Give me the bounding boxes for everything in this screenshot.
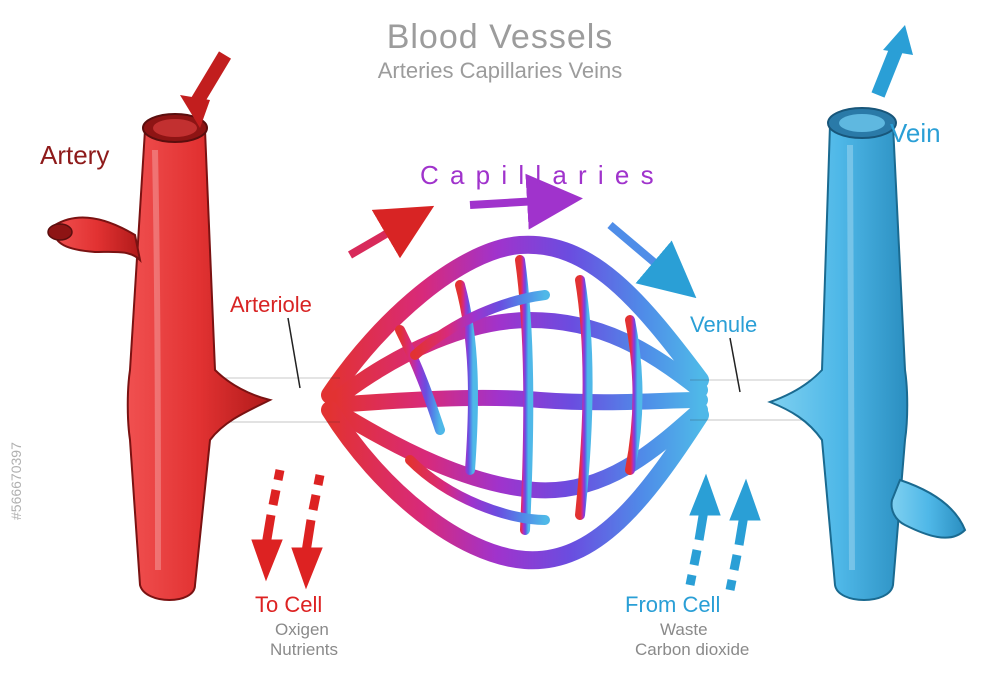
label-venule: Venule (690, 312, 757, 338)
label-to-cell-sub1: Oxigen (275, 620, 329, 640)
vein-vessel (770, 108, 965, 600)
label-artery: Artery (40, 140, 109, 171)
arrows-from-cell (690, 475, 760, 590)
title-line2: Arteries Capillaries Veins (0, 58, 1000, 84)
label-vein: Vein (890, 118, 941, 149)
diagram-stage: Blood Vessels Arteries Capillaries Veins… (0, 0, 1000, 700)
label-to-cell: To Cell (255, 592, 322, 618)
label-to-cell-sub2: Nutrients (270, 640, 338, 660)
arrow-cap-mid (470, 200, 555, 205)
label-arteriole: Arteriole (230, 292, 312, 318)
arrows-to-cell (252, 470, 322, 588)
label-from-cell: From Cell (625, 592, 720, 618)
watermark-text: #566670397 (8, 442, 24, 520)
title-line1: Blood Vessels (0, 18, 1000, 57)
vessels-svg (0, 0, 1000, 700)
artery-vessel (48, 114, 270, 600)
label-capillaries: C a p i l l a r i e s (420, 160, 656, 191)
arrow-cap-right (610, 225, 675, 280)
label-from-cell-sub2: Carbon dioxide (635, 640, 749, 660)
label-from-cell-sub1: Waste (660, 620, 708, 640)
arrow-cap-left (350, 220, 410, 255)
